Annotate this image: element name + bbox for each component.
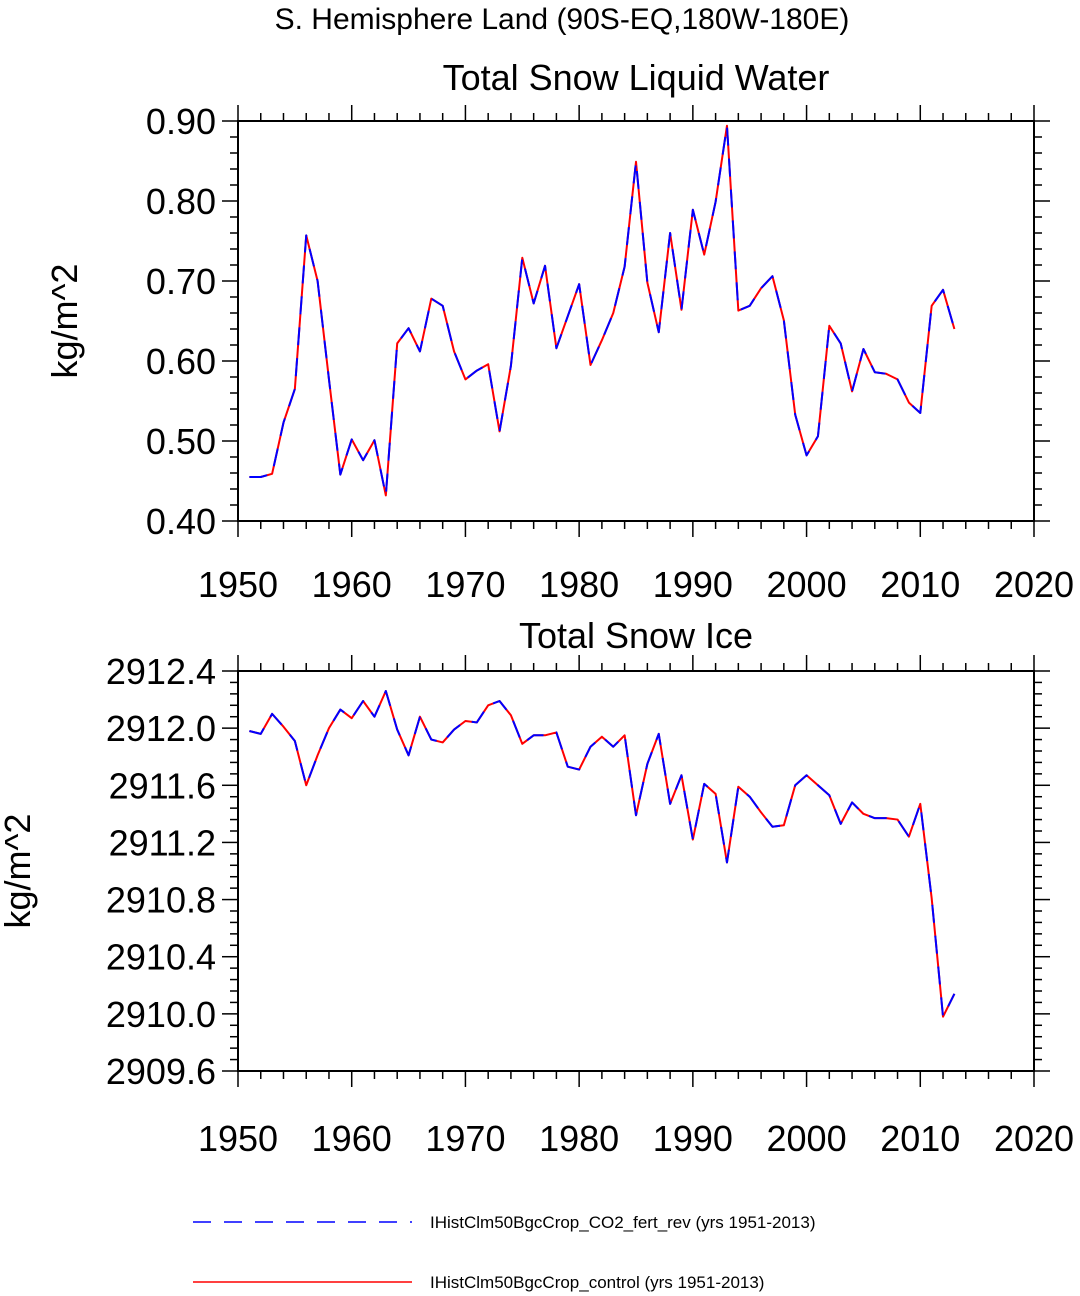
panel-title: Total Snow Ice xyxy=(519,615,753,656)
y-tick-label: 0.90 xyxy=(146,101,216,142)
x-tick-label: 2010 xyxy=(880,564,960,605)
legend: IHistClm50BgcCrop_CO2_fert_rev (yrs 1951… xyxy=(193,1213,816,1292)
y-tick-label: 2909.6 xyxy=(106,1051,216,1092)
plot-frame xyxy=(237,120,1035,522)
y-tick-label: 2912.4 xyxy=(106,651,216,692)
y-tick-label: 0.80 xyxy=(146,181,216,222)
y-tick-label: 0.70 xyxy=(146,261,216,302)
x-tick-label: 1950 xyxy=(198,1118,278,1159)
series-line-1 xyxy=(249,124,956,497)
x-tick-label: 1980 xyxy=(539,1118,619,1159)
y-tick-label: 0.50 xyxy=(146,421,216,462)
y-tick-label: 2912.0 xyxy=(106,708,216,749)
legend-label-series-2: IHistClm50BgcCrop_control (yrs 1951-2013… xyxy=(430,1273,764,1292)
x-tick-label: 1960 xyxy=(312,1118,392,1159)
y-tick-label: 2910.8 xyxy=(106,880,216,921)
x-tick-label: 2000 xyxy=(767,1118,847,1159)
plot-area: 1950 1960 1970 1980 1990 2000 2010 2020 0.40 0.50… xyxy=(146,101,1074,605)
panel-snow-ice: Total Snow Ice kg/m^2 1950 1960 1970 1980 19… xyxy=(0,615,1074,1159)
y-tick-label: 0.40 xyxy=(146,501,216,542)
x-tick-label: 2020 xyxy=(994,564,1074,605)
x-tick-label: 2010 xyxy=(880,1118,960,1159)
x-tick-label: 2000 xyxy=(767,564,847,605)
x-tick-label: 1980 xyxy=(539,564,619,605)
series-line-2 xyxy=(249,124,956,497)
x-tick-label: 1970 xyxy=(425,564,505,605)
panel-snow-liquid-water: Total Snow Liquid Water kg/m^2 1950 1960 1… xyxy=(44,57,1074,605)
series-line-1 xyxy=(249,690,956,1018)
plot-frame xyxy=(237,670,1035,1072)
x-tick-label: 1970 xyxy=(425,1118,505,1159)
y-tick-label: 2910.4 xyxy=(106,937,216,978)
x-tick-label: 1960 xyxy=(312,564,392,605)
figure-title: S. Hemisphere Land (90S-EQ,180W-180E) xyxy=(275,3,850,36)
y-tick-label: 2911.2 xyxy=(109,822,216,863)
plot-area: 1950 1960 1970 1980 1990 2000 2010 2020 2909.6 29… xyxy=(106,651,1074,1159)
x-tick-label: 1990 xyxy=(653,1118,733,1159)
y-tick-label: 2911.6 xyxy=(109,765,216,806)
x-tick-label: 1990 xyxy=(653,564,733,605)
y-axis-label: kg/m^2 xyxy=(0,814,38,929)
y-axis-label: kg/m^2 xyxy=(44,264,85,379)
x-tick-label: 2020 xyxy=(994,1118,1074,1159)
panel-title: Total Snow Liquid Water xyxy=(443,57,830,98)
x-tick-label: 1950 xyxy=(198,564,278,605)
legend-label-series-1: IHistClm50BgcCrop_CO2_fert_rev (yrs 1951… xyxy=(430,1213,816,1232)
y-tick-label: 2910.0 xyxy=(106,994,216,1035)
series-line-2 xyxy=(249,690,956,1018)
y-tick-label: 0.60 xyxy=(146,341,216,382)
